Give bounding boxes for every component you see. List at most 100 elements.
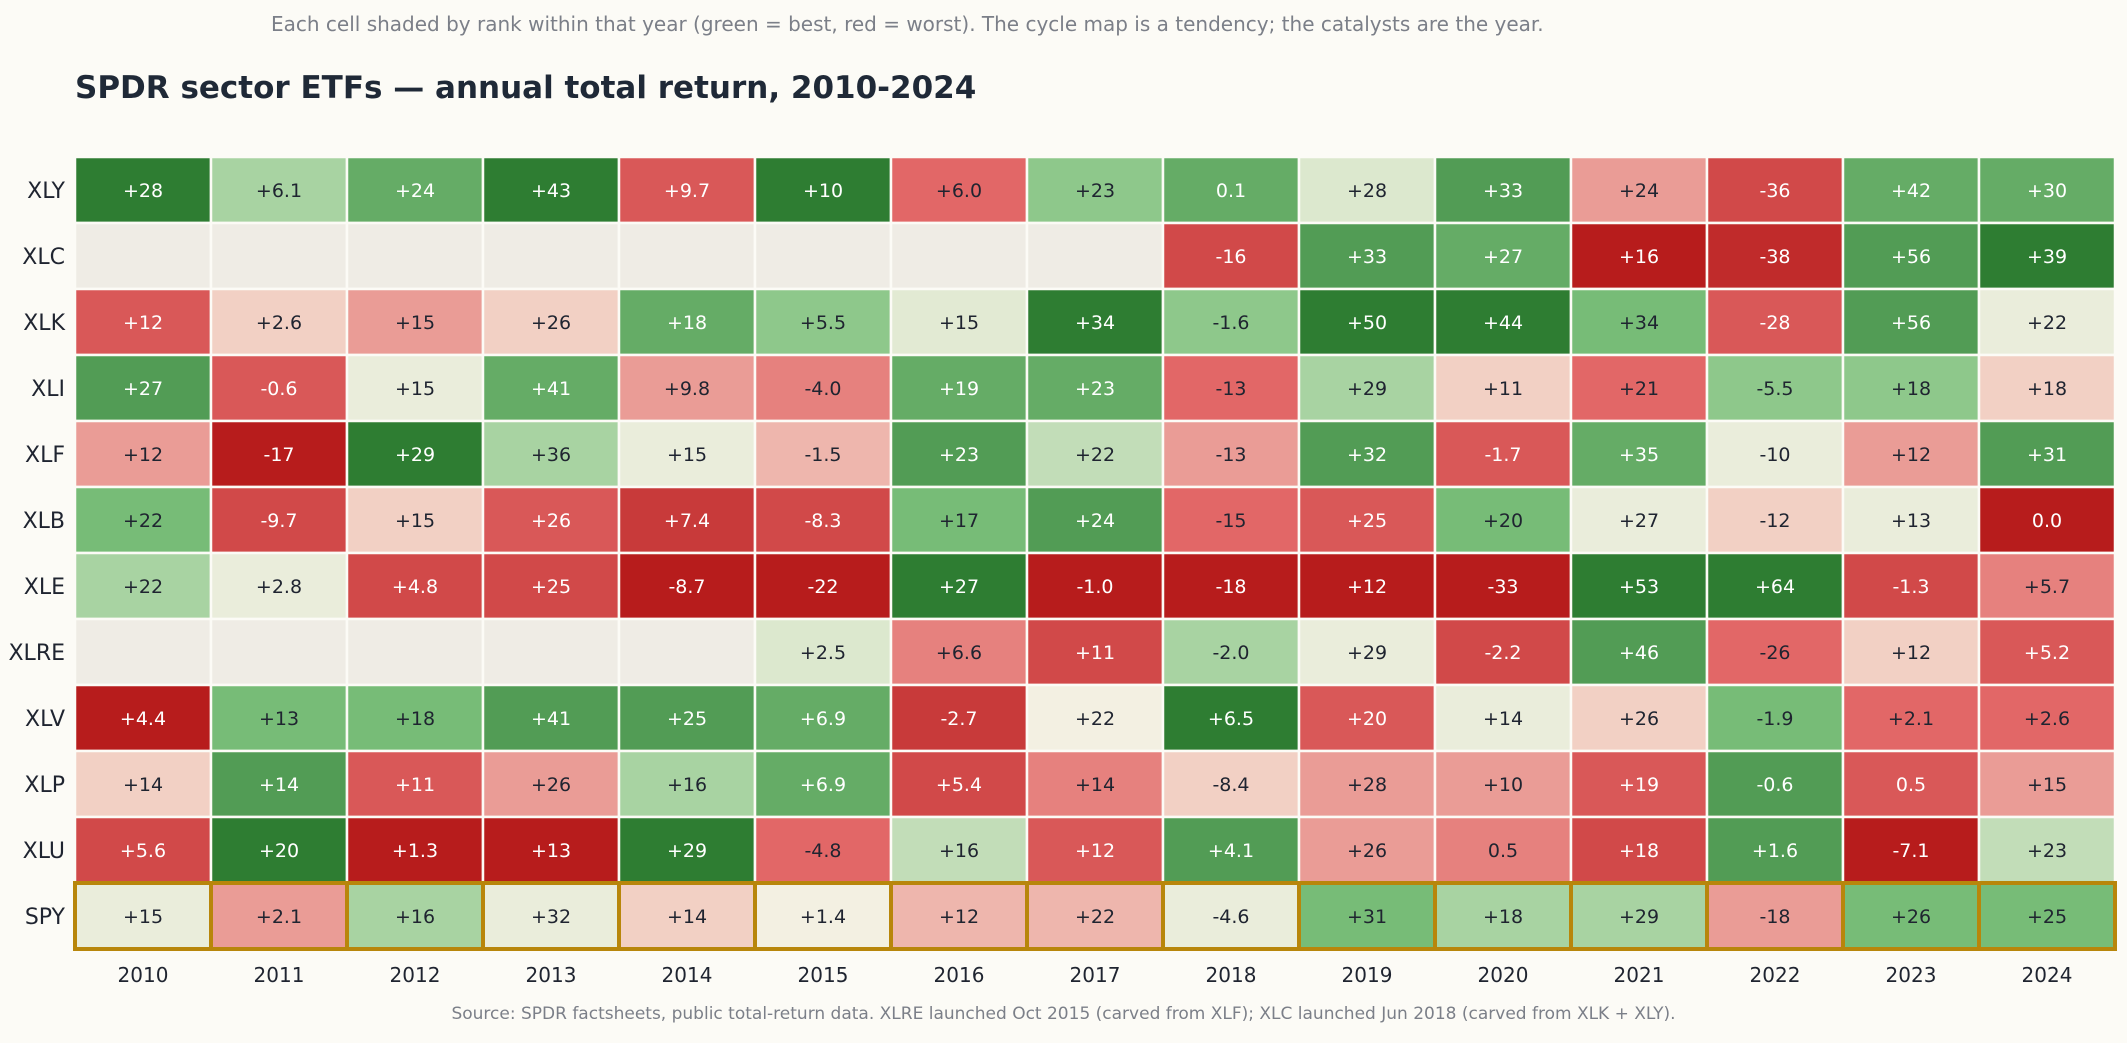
- row-label-xlb: XLB: [23, 509, 65, 534]
- cell-value-label: -38: [1759, 246, 1790, 268]
- cell-value-label: -2.0: [1212, 642, 1249, 664]
- cell-value-label: +33: [1347, 246, 1387, 268]
- cell-value-label: +31: [1347, 906, 1387, 928]
- heatmap-cell: [1161, 749, 1301, 819]
- heatmap-cell: [1841, 155, 1981, 225]
- cell-value-label: +15: [395, 510, 435, 532]
- cell-value-label: +4.4: [120, 708, 166, 730]
- row-label-xle: XLE: [24, 575, 65, 600]
- cell-value-label: +31: [2027, 444, 2067, 466]
- heatmap-cell: [1297, 419, 1437, 489]
- heatmap-cell: [345, 683, 485, 753]
- cell-value-label: +29: [1347, 642, 1387, 664]
- cell-value-label: +39: [2027, 246, 2067, 268]
- heatmap-cell: [889, 485, 1029, 555]
- cell-value-label: -17: [263, 444, 294, 466]
- cell-value-label: +18: [2027, 378, 2067, 400]
- cell-value-label: +9.8: [664, 378, 710, 400]
- cell-value-label: +46: [1619, 642, 1659, 664]
- cell-value-label: +24: [1619, 180, 1659, 202]
- heatmap-cell: [617, 353, 757, 423]
- row-label-xlre: XLRE: [8, 641, 65, 666]
- cell-value-label: +1.6: [1752, 840, 1798, 862]
- heatmap-cell: [1977, 287, 2117, 357]
- heatmap-cell: [617, 749, 757, 819]
- heatmap-cell: [1977, 617, 2117, 687]
- cell-value-label: +44: [1483, 312, 1523, 334]
- cell-value-label: -13: [1215, 378, 1246, 400]
- heatmap-cell: [209, 551, 349, 621]
- cell-value-label: +16: [667, 774, 707, 796]
- heatmap-cell: [345, 881, 485, 951]
- cell-value-label: +64: [1755, 576, 1795, 598]
- year-label-2016: 2016: [934, 963, 985, 987]
- cell-value-label: +18: [1891, 378, 1931, 400]
- cell-value-label: +23: [1075, 180, 1115, 202]
- cell-value-label: +13: [1891, 510, 1931, 532]
- heatmap-cell: [1297, 749, 1437, 819]
- cell-value-label: +26: [531, 312, 571, 334]
- heatmap-cell: [481, 353, 621, 423]
- cell-value-label: -2.2: [1484, 642, 1521, 664]
- cell-value-label: +35: [1619, 444, 1659, 466]
- cell-value-label: -36: [1759, 180, 1790, 202]
- heatmap-cell: [1569, 353, 1709, 423]
- cell-value-label: -4.8: [804, 840, 841, 862]
- heatmap-cell: [73, 815, 213, 885]
- cell-value-label: +15: [939, 312, 979, 334]
- cell-value-label: +4.1: [1208, 840, 1254, 862]
- heatmap-cell: [1025, 155, 1165, 225]
- cell-value-label: +18: [1619, 840, 1659, 862]
- cell-value-label: +33: [1483, 180, 1523, 202]
- cell-value-label: +29: [667, 840, 707, 862]
- cell-value-label: +42: [1891, 180, 1931, 202]
- cell-value-label: -4.6: [1212, 906, 1249, 928]
- row-label-xlf: XLF: [25, 443, 65, 468]
- cell-value-label: +32: [1347, 444, 1387, 466]
- heatmap-cell: [481, 881, 621, 951]
- cell-value-label: +23: [1075, 378, 1115, 400]
- heatmap-cell: [481, 749, 621, 819]
- heatmap-cell: [1705, 881, 1845, 951]
- cell-value-label: +18: [1483, 906, 1523, 928]
- heatmap-cell: [1569, 815, 1709, 885]
- row-label-spy: SPY: [25, 905, 66, 930]
- cell-value-label: +14: [123, 774, 163, 796]
- heatmap-cell: [209, 881, 349, 951]
- cell-value-label: +15: [395, 312, 435, 334]
- heatmap-cell: [889, 749, 1029, 819]
- cell-value-label: +16: [939, 840, 979, 862]
- year-label-2022: 2022: [1750, 963, 1801, 987]
- cell-value-label: +16: [395, 906, 435, 928]
- heatmap-cell: [617, 155, 757, 225]
- cell-value-label: +12: [123, 444, 163, 466]
- cell-value-label: +13: [531, 840, 571, 862]
- cell-value-label: +5.4: [936, 774, 982, 796]
- year-label-2020: 2020: [1478, 963, 1529, 987]
- cell-value-label: -1.6: [1212, 312, 1249, 334]
- heatmap-cell: [345, 221, 485, 291]
- heatmap-cell: [1297, 221, 1437, 291]
- cell-value-label: -13: [1215, 444, 1246, 466]
- row-label-xli: XLI: [31, 377, 65, 402]
- cell-value-label: +15: [123, 906, 163, 928]
- year-label-2018: 2018: [1206, 963, 1257, 987]
- heatmap-cell: [1705, 155, 1845, 225]
- year-label-2012: 2012: [390, 963, 441, 987]
- cell-value-label: 0.1: [1216, 180, 1246, 202]
- cell-value-label: -8.3: [804, 510, 841, 532]
- cell-value-label: +17: [939, 510, 979, 532]
- cell-value-label: -1.3: [1892, 576, 1929, 598]
- cell-value-label: +24: [1075, 510, 1115, 532]
- row-label-xlc: XLC: [22, 245, 65, 270]
- heatmap-cell: [1433, 551, 1573, 621]
- cell-value-label: +15: [667, 444, 707, 466]
- heatmap-cell: [753, 551, 893, 621]
- heatmap-cell: [617, 683, 757, 753]
- cell-value-label: +1.4: [800, 906, 846, 928]
- cell-value-label: +13: [259, 708, 299, 730]
- cell-value-label: +28: [1347, 774, 1387, 796]
- cell-value-label: +5.6: [120, 840, 166, 862]
- cell-value-label: +11: [395, 774, 435, 796]
- cell-value-label: +25: [531, 576, 571, 598]
